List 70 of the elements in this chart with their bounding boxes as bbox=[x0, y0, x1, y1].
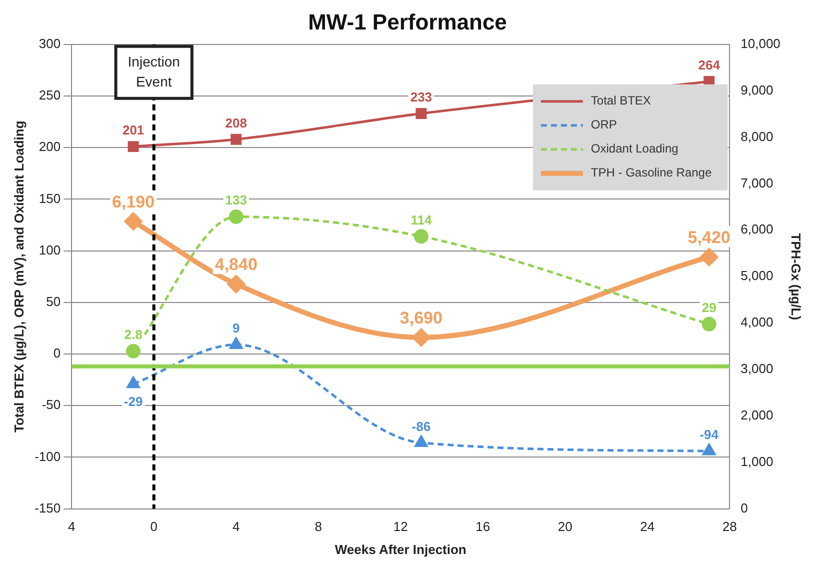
y-tick-label: 100 bbox=[38, 242, 61, 258]
point bbox=[412, 328, 430, 346]
y-tick-label: 300 bbox=[38, 36, 61, 51]
data-label: 208 bbox=[225, 115, 247, 130]
x-tick-label: 0 bbox=[150, 519, 158, 534]
data-label: 233 bbox=[410, 90, 432, 105]
chart-title: MW-1 Performance bbox=[308, 9, 507, 34]
data-label: 201 bbox=[122, 122, 144, 138]
y2-axis-title: TPH-Gx (µg/L) bbox=[788, 233, 804, 320]
y-tick-label: 50 bbox=[46, 294, 61, 309]
data-label: 2.8 bbox=[124, 327, 142, 342]
y-tick-label: 150 bbox=[38, 190, 61, 206]
point bbox=[700, 248, 718, 266]
data-label: 9 bbox=[232, 320, 240, 336]
y2-tick-label: 2,000 bbox=[740, 408, 774, 422]
x-tick-label: 4 bbox=[68, 519, 76, 534]
point bbox=[230, 134, 242, 145]
data-label: 114 bbox=[410, 212, 432, 228]
data-label: 29 bbox=[702, 300, 716, 316]
data-label: -94 bbox=[700, 427, 720, 442]
y2-tick-label: 8,000 bbox=[740, 128, 774, 144]
y-tick-label: -150 bbox=[34, 500, 61, 516]
point bbox=[414, 229, 428, 244]
data-label: -29 bbox=[124, 394, 143, 409]
y2-tick-label: 6,000 bbox=[740, 222, 774, 237]
point bbox=[230, 337, 243, 349]
point bbox=[416, 108, 427, 120]
y-tick-label: -50 bbox=[42, 397, 61, 412]
y2-tick-label: 9,000 bbox=[740, 82, 774, 98]
x-tick-label: 20 bbox=[558, 519, 572, 534]
data-label: 4,840 bbox=[214, 255, 258, 274]
x-axis-title: Weeks After Injection bbox=[334, 542, 466, 557]
y2-tick-label: 3,000 bbox=[740, 361, 774, 376]
x-tick-label: 4 bbox=[232, 519, 240, 534]
point bbox=[228, 209, 244, 224]
legend-label: Total BTEX bbox=[590, 94, 651, 108]
y2-tick-label: 1,000 bbox=[740, 454, 774, 469]
legend-label: TPH - Gasoline Range bbox=[590, 166, 712, 180]
point bbox=[126, 376, 140, 388]
y2-tick-label: 5,000 bbox=[740, 268, 774, 284]
y-tick-label: 250 bbox=[38, 88, 61, 103]
y2-tick-label: 10,000 bbox=[740, 36, 780, 51]
y-tick-label: 200 bbox=[38, 139, 61, 154]
legend-label: ORP bbox=[590, 118, 617, 132]
y2-tick-label: 0 bbox=[740, 500, 748, 516]
point bbox=[128, 141, 139, 152]
x-tick-label: 24 bbox=[640, 519, 655, 534]
point bbox=[702, 316, 716, 332]
data-label: 6,190 bbox=[112, 192, 155, 212]
x-tick-label: 28 bbox=[722, 519, 737, 534]
y2-tick-label: 4,000 bbox=[740, 314, 774, 330]
x-tick-label: 12 bbox=[393, 519, 408, 534]
data-label: 133 bbox=[225, 192, 247, 208]
x-tick-label: 16 bbox=[476, 519, 490, 534]
y2-tick-label: 7,000 bbox=[740, 175, 774, 190]
legend-label: Oxidant Loading bbox=[590, 142, 678, 156]
point bbox=[702, 444, 716, 456]
point bbox=[414, 436, 428, 447]
data-label: 5,420 bbox=[688, 228, 730, 248]
point bbox=[126, 344, 141, 358]
x-tick-label: 8 bbox=[314, 519, 322, 534]
data-label: 3,690 bbox=[400, 308, 442, 328]
data-label: 264 bbox=[698, 58, 721, 73]
point bbox=[124, 212, 142, 230]
ref-line-label: Injection Event bbox=[128, 53, 180, 90]
data-label: -86 bbox=[412, 418, 431, 434]
y-axis-title: Total BTEX (µg/L), ORP (mV), and Oxidant Loading bbox=[11, 120, 26, 432]
y-tick-label: -100 bbox=[34, 448, 61, 464]
point bbox=[228, 276, 245, 293]
y-tick-label: 0 bbox=[53, 346, 61, 361]
